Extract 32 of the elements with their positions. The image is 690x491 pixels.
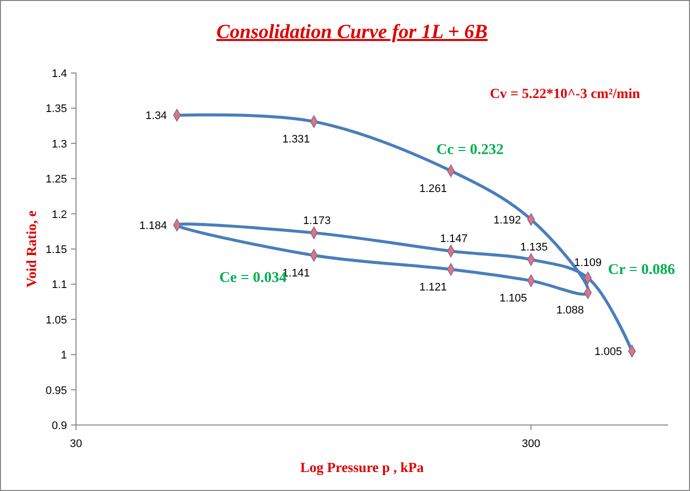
- y-tick-label: 1: [60, 350, 67, 362]
- data-label: 1.121: [419, 281, 447, 294]
- x-axis-title: Log Pressure p , kPa: [300, 461, 424, 476]
- y-tick-label: 1.3: [52, 138, 67, 150]
- annotation: Cv = 5.22*10^-3 cm²/min: [490, 87, 640, 102]
- y-tick-label: 0.95: [46, 384, 67, 397]
- y-tick-label: 1.15: [46, 244, 67, 256]
- chart-title: Consolidation Curve for 1L + 6B: [216, 21, 488, 43]
- y-tick-label: 0.9: [52, 420, 67, 432]
- x-tick-label: 300: [522, 438, 540, 450]
- annotation: Cc = 0.232: [436, 142, 504, 158]
- data-label: 1.184: [139, 220, 167, 232]
- data-label: 1.192: [493, 214, 522, 226]
- annotation: Cr = 0.086: [608, 262, 676, 278]
- y-tick-label: 1.05: [46, 314, 67, 326]
- y-tick-label: 1.2: [52, 208, 67, 221]
- data-label: 1.135: [520, 242, 548, 254]
- data-label: 1.005: [594, 346, 622, 358]
- data-label: 1.105: [499, 292, 528, 305]
- data-label: 1.109: [574, 256, 602, 269]
- data-label: 1.331: [282, 134, 310, 146]
- y-axis-title: Void Ratio, e: [25, 210, 40, 288]
- data-label: 1.088: [556, 304, 584, 317]
- y-tick-label: 1.4: [52, 68, 67, 80]
- x-tick-label: 30: [70, 438, 82, 450]
- data-label: 1.147: [440, 233, 468, 246]
- data-label: 1.34: [146, 110, 167, 122]
- y-tick-label: 1.35: [46, 103, 67, 116]
- data-label: 1.173: [303, 214, 331, 227]
- y-tick-label: 1.25: [46, 174, 67, 186]
- data-label: 1.261: [419, 182, 447, 195]
- y-tick-label: 1.1: [52, 279, 67, 292]
